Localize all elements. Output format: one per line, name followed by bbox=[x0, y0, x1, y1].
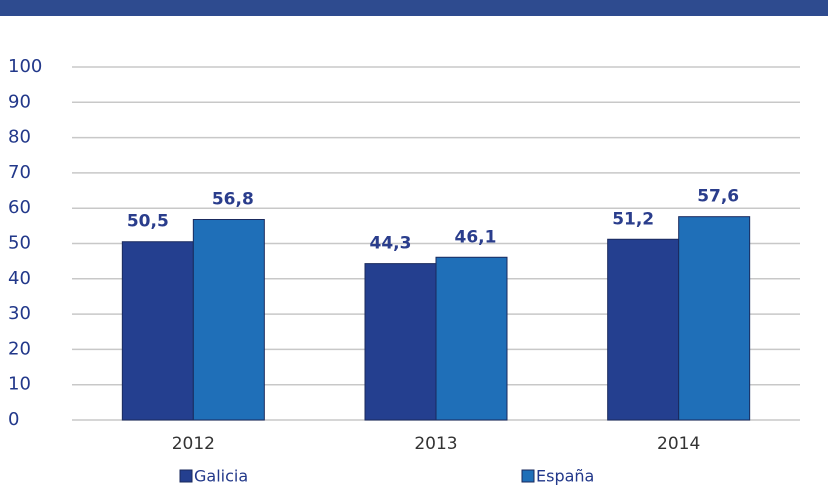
bar bbox=[364, 263, 437, 421]
x-tick-label: 2013 bbox=[414, 434, 457, 454]
y-tick-label: 40 bbox=[8, 268, 31, 289]
legend-swatch bbox=[179, 469, 193, 483]
x-tick-label: 2012 bbox=[172, 434, 215, 454]
value-label: 56,8 bbox=[212, 189, 254, 209]
header-band bbox=[0, 0, 828, 16]
value-label: 51,2 bbox=[612, 209, 654, 229]
legend-label: Galicia bbox=[194, 467, 248, 486]
y-tick-label: 0 bbox=[8, 409, 19, 430]
legend-label: España bbox=[536, 467, 594, 486]
y-tick-label: 30 bbox=[8, 303, 31, 324]
bar bbox=[607, 238, 680, 421]
y-tick-label: 80 bbox=[8, 127, 31, 148]
y-tick-label: 20 bbox=[8, 338, 31, 359]
value-label: 50,5 bbox=[127, 212, 169, 232]
y-tick-label: 70 bbox=[8, 162, 31, 183]
y-tick-label: 10 bbox=[8, 374, 31, 395]
bar bbox=[678, 216, 751, 421]
y-tick-label: 100 bbox=[8, 56, 42, 77]
y-tick-label: 60 bbox=[8, 197, 31, 218]
value-label: 57,6 bbox=[697, 187, 739, 207]
y-tick-label: 50 bbox=[8, 233, 31, 254]
bar bbox=[435, 256, 508, 421]
legend-swatch bbox=[521, 469, 535, 483]
bar bbox=[121, 241, 194, 421]
value-label: 46,1 bbox=[455, 227, 497, 247]
bar bbox=[192, 218, 265, 421]
y-tick-label: 90 bbox=[8, 91, 31, 112]
x-tick-label: 2014 bbox=[657, 434, 700, 454]
value-label: 44,3 bbox=[370, 234, 412, 254]
